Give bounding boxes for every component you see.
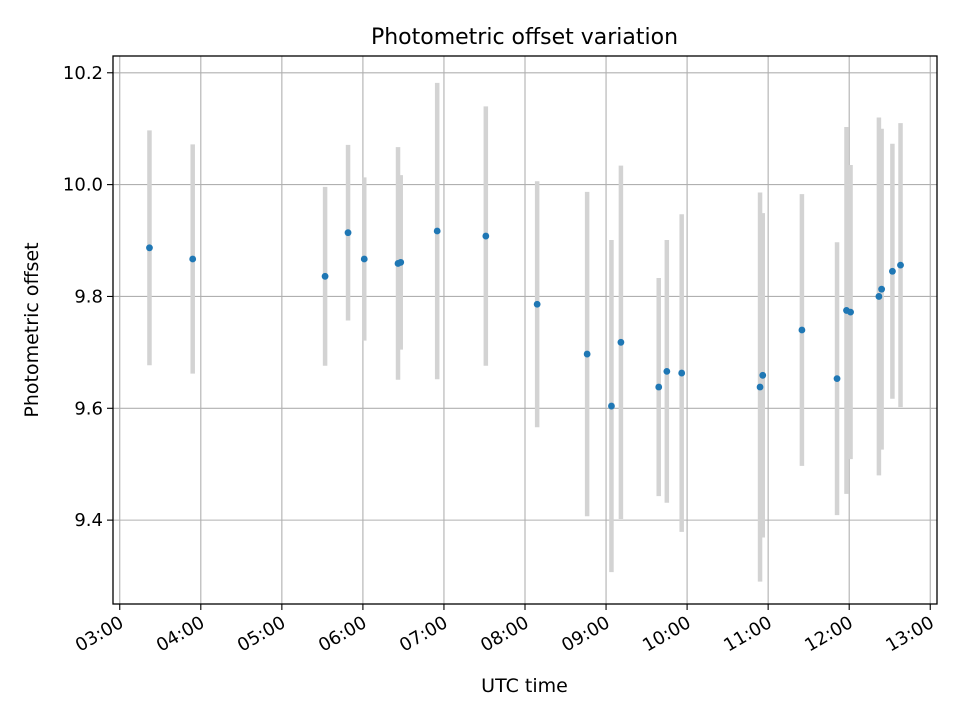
y-axis-ticks: 9.4 9.6 9.8 10.0 10.2 — [63, 63, 113, 531]
data-point — [878, 285, 886, 293]
data-point — [397, 258, 405, 266]
data-point — [847, 308, 854, 316]
data-point — [433, 227, 441, 235]
data-point — [617, 338, 625, 346]
data-point — [583, 350, 591, 358]
y-tick-label: 9.8 — [74, 286, 103, 307]
data-point — [146, 244, 153, 252]
data-point — [533, 300, 541, 308]
data-point — [663, 367, 671, 375]
data-point — [360, 255, 368, 263]
data-point — [321, 272, 329, 280]
data-point — [608, 402, 615, 410]
data-point — [189, 255, 197, 263]
data-point — [655, 383, 663, 391]
chart-title: Photometric offset variation — [371, 25, 678, 50]
data-point — [756, 383, 764, 391]
y-tick-label: 10.0 — [63, 175, 103, 196]
data-point — [833, 375, 841, 383]
data-point — [344, 229, 352, 237]
data-point — [759, 371, 767, 379]
data-point — [798, 326, 806, 334]
y-tick-label: 9.4 — [74, 510, 103, 531]
y-tick-label: 10.2 — [63, 63, 103, 84]
data-point — [678, 369, 686, 377]
data-points — [146, 227, 904, 410]
data-point — [889, 267, 896, 275]
y-tick-label: 9.6 — [74, 398, 103, 419]
y-axis-label: Photometric offset — [21, 242, 43, 417]
data-point — [875, 293, 883, 300]
data-point — [897, 261, 904, 269]
gridlines — [113, 56, 937, 604]
x-axis-label: UTC time — [481, 675, 568, 697]
data-point — [482, 232, 490, 240]
